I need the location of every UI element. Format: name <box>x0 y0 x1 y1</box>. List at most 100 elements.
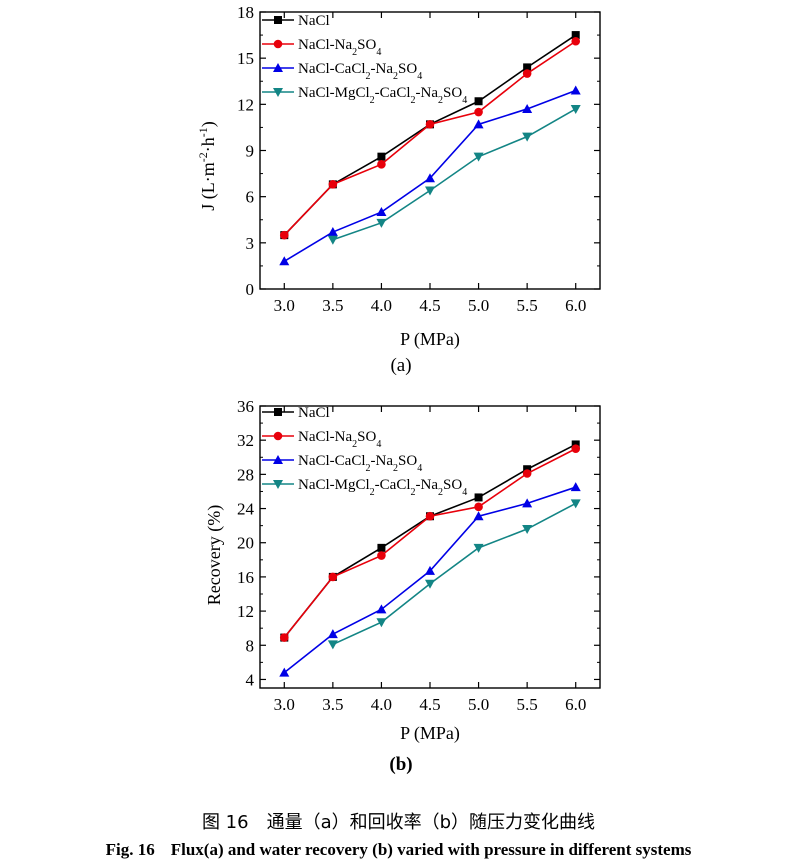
chart-a-y-tick-label: 0 <box>246 280 255 299</box>
chart-b-legend-label-part: NaCl-CaCl <box>298 453 366 469</box>
chart-b-legend-label-part: 4 <box>376 439 381 450</box>
chart-b-legend-label-part: SO <box>357 429 376 445</box>
chart-b-legend-label: NaCl-CaCl2-Na2SO4 <box>298 453 422 474</box>
chart-a-data-point <box>570 85 581 95</box>
chart-b-data-point <box>376 604 387 614</box>
chart-a-x-tick-label: 3.0 <box>274 296 295 315</box>
chart-a-data-point <box>522 132 533 142</box>
chart-b-x-tick-label: 6.0 <box>565 695 586 714</box>
chart-a-legend-marker <box>273 39 283 49</box>
chart-a-y-tick-label: 9 <box>246 142 255 161</box>
chart-b-legend-label: NaCl <box>298 405 330 421</box>
figure-caption-label: Fig. 16 <box>105 840 155 859</box>
chart-b-data-point <box>279 667 290 677</box>
chart-b-y-tick-label: 8 <box>246 636 255 655</box>
chart-b-data-point <box>473 543 484 553</box>
chart-a-legend-label-part: 4 <box>417 71 422 82</box>
chart-a-panel-label: (a) <box>390 355 411 376</box>
chart-a-x-tick-label: 4.5 <box>419 296 440 315</box>
chart-b-data-point <box>377 543 386 552</box>
chart-a-legend-label-part: 2 <box>438 95 443 106</box>
figure-caption-english: Fig. 16 Flux(a) and water recovery (b) va… <box>0 840 797 860</box>
chart-a-legend-label-part: 2 <box>370 95 375 106</box>
chart-b-legend-label-part: 4 <box>462 487 467 498</box>
chart-b-data-point <box>571 444 581 454</box>
chart-a-data-point <box>571 36 581 46</box>
chart-b-legend-label-part: 2 <box>370 487 375 498</box>
chart-b-legend-marker <box>273 480 283 489</box>
chart-a-data-point <box>327 235 338 245</box>
chart-a-x-tick-label: 3.5 <box>322 296 343 315</box>
chart-b-legend-label-part: 2 <box>393 463 398 474</box>
chart-b-y-tick-label: 24 <box>237 500 255 519</box>
chart-a-data-point <box>474 97 483 106</box>
chart-a-y-tick-label: 15 <box>237 49 254 68</box>
chart-b-legend-label: NaCl-Na2SO4 <box>298 429 381 450</box>
chart-b-legend-label-part: 2 <box>438 487 443 498</box>
chart-b-data-point <box>570 482 581 492</box>
chart-a-data-point <box>279 256 290 266</box>
chart-b-x-tick-label: 5.5 <box>517 695 538 714</box>
chart-b-data-point <box>473 511 484 521</box>
chart-a-legend-label-part: -CaCl <box>375 85 411 101</box>
chart-a-y-axis-label-part: -2 <box>196 152 210 162</box>
chart-a-x-axis-label: P (MPa) <box>400 329 460 350</box>
chart-b-data-point <box>474 493 483 502</box>
chart-a-x-tick-label: 5.0 <box>468 296 489 315</box>
chart-a-legend-label-part: NaCl-Na <box>298 37 352 53</box>
chart-b-legend-marker <box>274 408 282 416</box>
chart-b-series-1 <box>279 444 581 642</box>
chart-a-legend-label-part: NaCl-CaCl <box>298 61 366 77</box>
figure-caption-text: Flux(a) and water recovery (b) varied wi… <box>170 840 692 859</box>
chart-a: 0 3 6 9 12 15 18 3.0 3.5 4.0 4.5 5.0 5.5 6.0 P (MPa) J … <box>196 3 601 376</box>
chart-a-data-point <box>425 186 435 196</box>
chart-b-legend-label-part: NaCl <box>298 405 330 421</box>
chart-b-x-tick-label: 3.0 <box>274 695 295 714</box>
chart-b-data-point <box>377 551 386 560</box>
chart-b-y-tick-label: 28 <box>237 465 254 484</box>
chart-a-series-line <box>332 108 577 241</box>
chart-a-y-axis-label-part: ·h <box>198 137 218 152</box>
chart-b-legend-marker <box>273 431 283 441</box>
chart-b-legend-marker <box>273 455 283 464</box>
chart-a-data-point <box>327 227 338 237</box>
chart-a-y-tick-label: 18 <box>237 3 254 22</box>
chart-b-legend-label-part: -Na <box>371 453 394 469</box>
chart-b-x-tick-label: 3.5 <box>322 695 343 714</box>
chart-b-data-point <box>522 469 532 478</box>
chart-a-data-point <box>425 120 435 129</box>
chart-a-legend-label-part: SO <box>443 85 462 101</box>
chart-b-data-point <box>425 565 435 575</box>
chart-a-y-axis-label-part: J (L·m <box>198 162 219 211</box>
chart-b-legend-label-part: 2 <box>352 439 357 450</box>
chart-a-data-point <box>474 107 483 117</box>
chart-b-legend-label-part: 2 <box>411 487 416 498</box>
chart-a-data-point <box>522 69 532 78</box>
chart-b-legend-label-part: -Na <box>416 477 439 493</box>
chart-b-legend-label-part: NaCl-Na <box>298 429 352 445</box>
chart-a-series-2 <box>279 85 581 266</box>
chart-b-plot-frame <box>259 405 601 689</box>
chart-a-legend-label: NaCl-Na2SO4 <box>298 37 381 58</box>
chart-b-series-line <box>283 443 577 639</box>
chart-a-series-3 <box>327 104 581 245</box>
chart-a-legend-marker <box>273 88 283 97</box>
chart-b-data-point <box>425 511 435 521</box>
chart-b-series-3 <box>327 499 581 650</box>
chart-a-y-tick-label: 3 <box>246 234 255 253</box>
chart-a-legend-label-part: NaCl <box>298 13 330 29</box>
chart-a-legend-label-part: -Na <box>416 85 439 101</box>
chart-b-data-point <box>570 499 581 509</box>
chart-a-legend-label-part: 4 <box>462 95 467 106</box>
chart-b-series-0 <box>280 440 580 642</box>
chart-b-panel-label: (b) <box>389 754 412 775</box>
chart-b-data-point <box>327 640 338 650</box>
chart-b-x-axis-label: P (MPa) <box>400 723 460 744</box>
chart-b-y-tick-label: 4 <box>246 670 255 689</box>
chart-b-series-line <box>332 502 577 646</box>
chart-a-legend-label-part: 2 <box>393 71 398 82</box>
chart-a-legend-label: NaCl <box>298 13 330 29</box>
chart-b-data-point <box>522 525 533 535</box>
chart-b-data-point <box>328 572 338 582</box>
chart-b-y-tick-label: 16 <box>237 568 254 587</box>
